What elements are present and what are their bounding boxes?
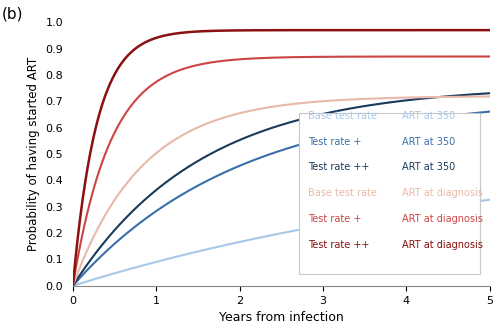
- Text: ART at 350: ART at 350: [402, 163, 456, 172]
- Text: Base test rate: Base test rate: [308, 111, 377, 121]
- X-axis label: Years from infection: Years from infection: [219, 311, 344, 324]
- Text: Test rate ++: Test rate ++: [308, 240, 370, 250]
- Text: ART at 350: ART at 350: [402, 137, 456, 147]
- Text: ART at diagnosis: ART at diagnosis: [402, 188, 483, 198]
- Text: Test rate +: Test rate +: [308, 214, 362, 224]
- FancyBboxPatch shape: [299, 113, 480, 274]
- Y-axis label: Probability of having started ART: Probability of having started ART: [27, 57, 40, 251]
- Text: ART at 350: ART at 350: [402, 111, 456, 121]
- Text: Test rate ++: Test rate ++: [308, 163, 370, 172]
- Text: (b): (b): [2, 6, 24, 22]
- Text: ART at diagnosis: ART at diagnosis: [402, 214, 483, 224]
- Text: Base test rate: Base test rate: [308, 188, 377, 198]
- Text: ART at diagnosis: ART at diagnosis: [402, 240, 483, 250]
- Text: Test rate +: Test rate +: [308, 137, 362, 147]
